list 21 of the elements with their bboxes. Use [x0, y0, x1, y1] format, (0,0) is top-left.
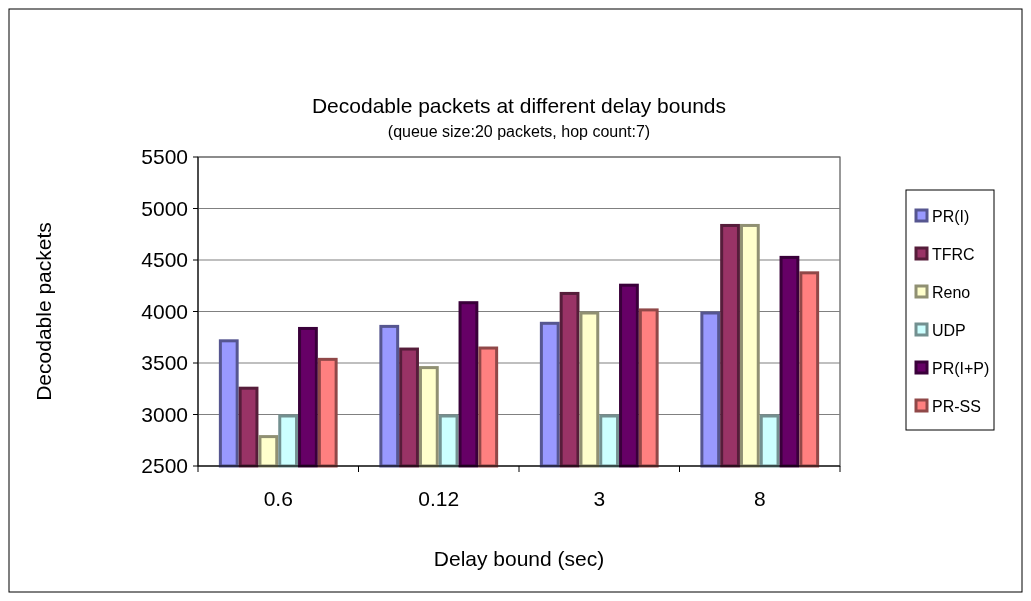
- y-tick-label: 3500: [141, 351, 188, 375]
- legend-label: PR(I+P): [932, 359, 990, 377]
- y-tick-label: 4000: [141, 299, 188, 323]
- legend-label: TFRC: [932, 245, 975, 263]
- y-tick-label: 5500: [141, 145, 188, 169]
- y-axis-title: Decodable packets: [32, 222, 55, 401]
- chart-subtitle: (queue size:20 packets, hop count:7): [387, 123, 651, 140]
- x-tick-label: 8: [753, 487, 766, 510]
- y-tick-label: 4500: [141, 248, 188, 272]
- legend-label: PR(I): [932, 207, 970, 225]
- legend-label: PR-SS: [932, 397, 981, 415]
- y-tick-label: 2500: [141, 454, 188, 478]
- y-tick-label: 3000: [141, 402, 188, 426]
- x-axis-title: Delay bound (sec): [433, 547, 605, 570]
- x-tick-label: 0.6: [263, 487, 293, 510]
- chart-title: Decodable packets at different delay bounds: [311, 94, 727, 117]
- legend-label: UDP: [932, 321, 966, 339]
- legend-label: Reno: [932, 283, 971, 301]
- y-tick-label: 5000: [141, 196, 188, 220]
- x-tick-label: 0.12: [418, 487, 460, 510]
- x-tick-label: 3: [593, 487, 606, 510]
